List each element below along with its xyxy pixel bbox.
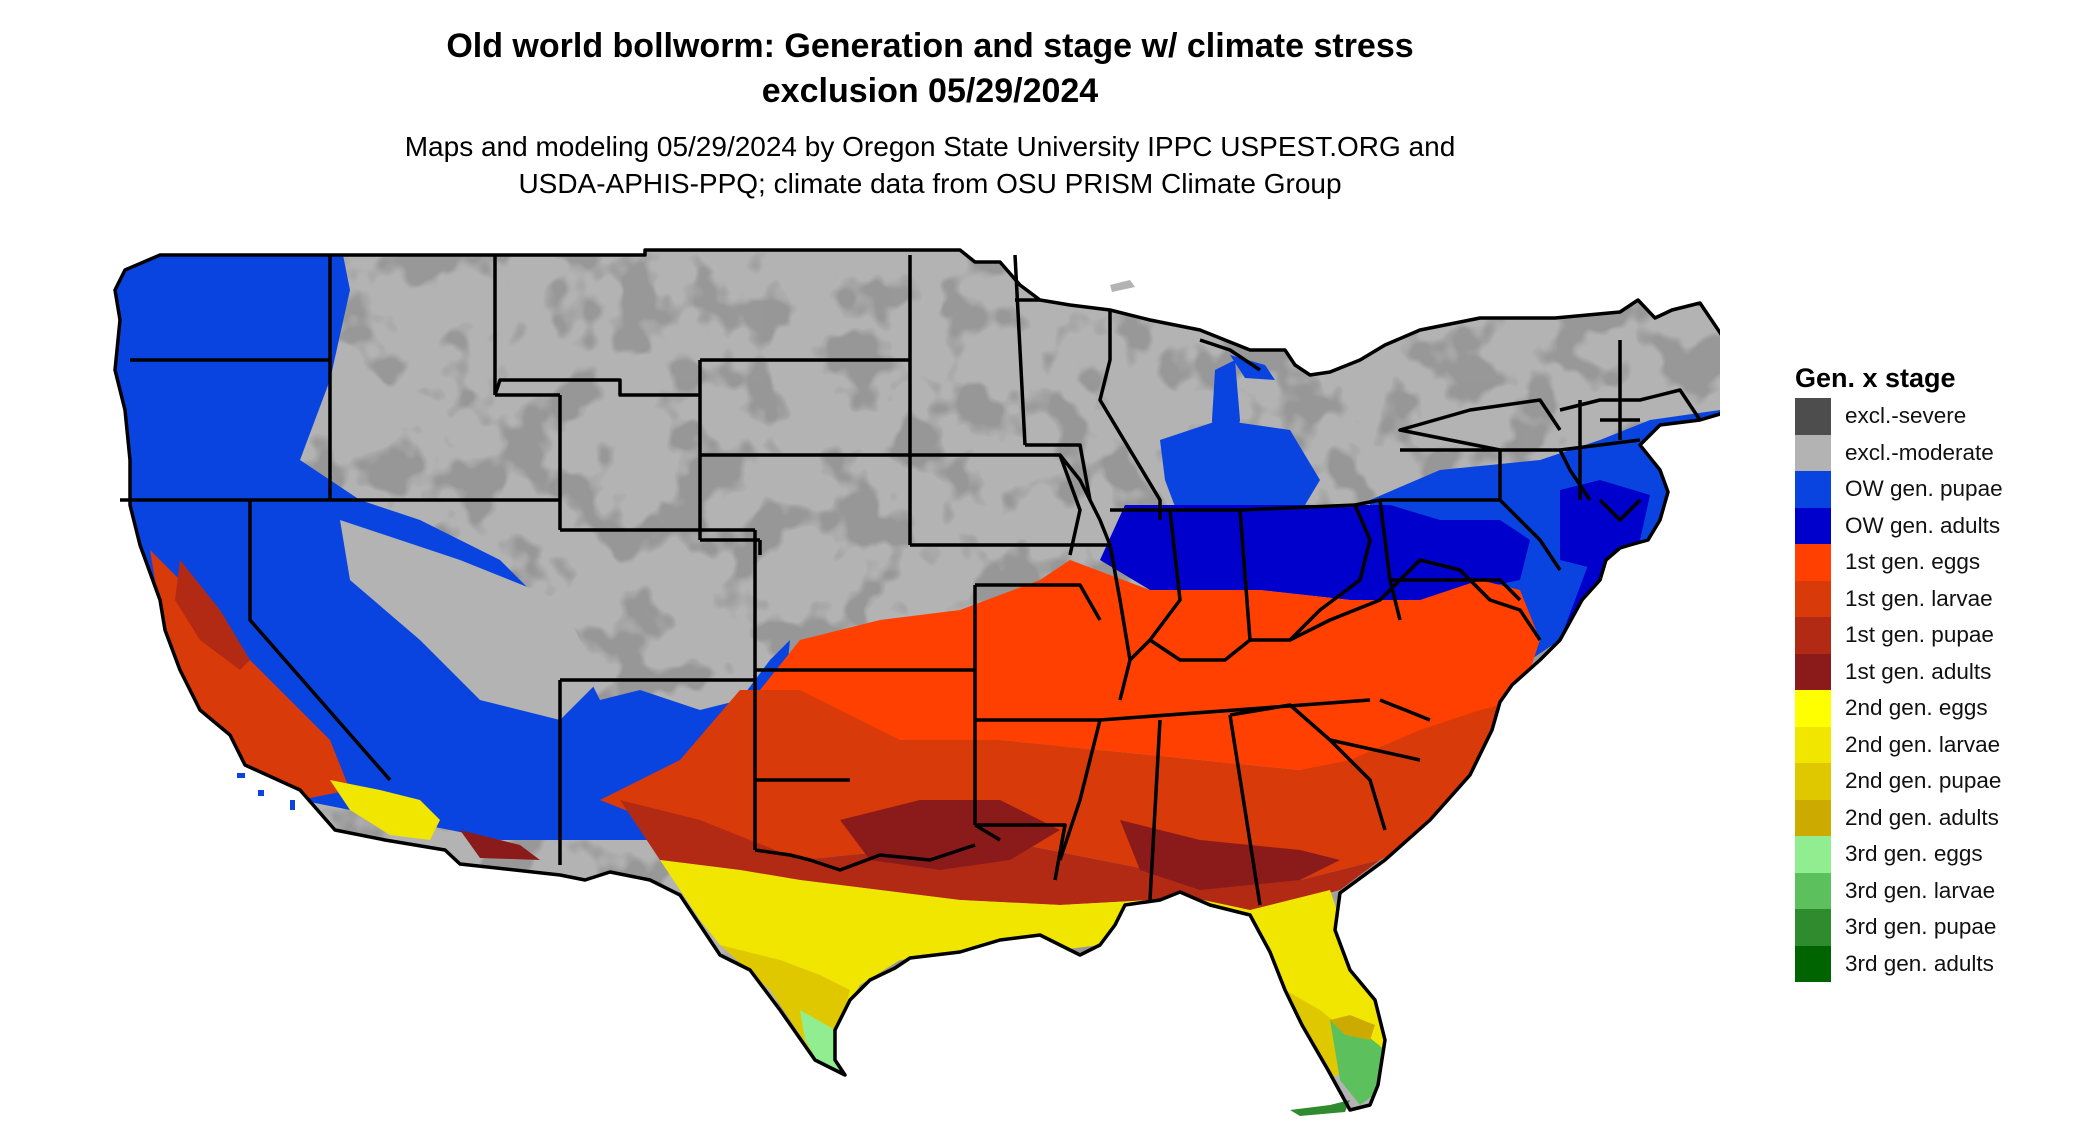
isle-royale bbox=[1110, 280, 1135, 292]
legend-item: 1st gen. pupae bbox=[1795, 617, 2085, 654]
channel-islands bbox=[237, 773, 295, 810]
state-boundaries bbox=[113, 248, 1762, 1112]
title-line-2: exclusion 05/29/2024 bbox=[761, 72, 1099, 110]
legend-label: OW gen. adults bbox=[1845, 512, 2001, 538]
legend-label: 2nd gen. eggs bbox=[1845, 695, 1988, 721]
subtitle-line-2: USDA-APHIS-PPQ; climate data from OSU PR… bbox=[518, 168, 1342, 199]
legend-swatch bbox=[1795, 580, 1831, 617]
legend-label: 1st gen. eggs bbox=[1845, 549, 1981, 575]
title-line-1: Old world bollworm: Generation and stage… bbox=[446, 27, 1414, 65]
legend-item: 1st gen. eggs bbox=[1795, 544, 2085, 581]
legend-item: 1st gen. larvae bbox=[1795, 580, 2085, 617]
legend-label: OW gen. pupae bbox=[1845, 476, 2003, 502]
legend-label: 3rd gen. adults bbox=[1845, 950, 1994, 976]
legend-item: 3rd gen. adults bbox=[1795, 945, 2085, 982]
legend-item: 2nd gen. larvae bbox=[1795, 726, 2085, 763]
legend-swatch bbox=[1795, 507, 1831, 544]
legend-label: 2nd gen. larvae bbox=[1845, 731, 2001, 757]
legend-swatch bbox=[1795, 909, 1831, 946]
map-subtitle: Maps and modeling 05/29/2024 by Oregon S… bbox=[0, 128, 1860, 202]
legend-swatch bbox=[1795, 471, 1831, 508]
legend-item: 3rd gen. larvae bbox=[1795, 872, 2085, 909]
legend-label: 2nd gen. pupae bbox=[1845, 768, 2002, 794]
legend-item: 3rd gen. pupae bbox=[1795, 909, 2085, 946]
legend-label: 2nd gen. adults bbox=[1845, 804, 1999, 830]
subtitle-line-1: Maps and modeling 05/29/2024 by Oregon S… bbox=[404, 131, 1456, 162]
map-fill-layer bbox=[115, 250, 1760, 1110]
legend-swatch bbox=[1795, 617, 1831, 654]
legend-label: 3rd gen. pupae bbox=[1845, 914, 1997, 940]
legend-swatch bbox=[1795, 872, 1831, 909]
legend-item: 2nd gen. adults bbox=[1795, 799, 2085, 836]
legend-items: excl.-severe excl.-moderate OW gen. pupae O… bbox=[1795, 398, 2085, 982]
legend-swatch bbox=[1795, 799, 1831, 836]
legend-item: excl.-moderate bbox=[1795, 434, 2085, 471]
legend-label: 3rd gen. eggs bbox=[1845, 841, 1983, 867]
legend-swatch bbox=[1795, 763, 1831, 800]
legend-swatch bbox=[1795, 726, 1831, 763]
legend-label: 1st gen. larvae bbox=[1845, 585, 1993, 611]
legend-swatch bbox=[1795, 690, 1831, 727]
legend-label: 1st gen. pupae bbox=[1845, 622, 1994, 648]
legend-swatch bbox=[1795, 544, 1831, 581]
us-map-svg bbox=[113, 248, 1762, 1116]
lake-shore-patches bbox=[1212, 355, 1275, 480]
legend-label: excl.-severe bbox=[1845, 403, 1967, 429]
legend-label: 3rd gen. larvae bbox=[1845, 877, 1996, 903]
map-title: Old world bollworm: Generation and stage… bbox=[0, 24, 1860, 114]
legend-swatch bbox=[1795, 945, 1831, 982]
legend-label: 1st gen. adults bbox=[1845, 658, 1992, 684]
legend-swatch bbox=[1795, 398, 1831, 435]
legend-item: 2nd gen. eggs bbox=[1795, 690, 2085, 727]
legend-swatch bbox=[1795, 836, 1831, 873]
legend-item: 3rd gen. eggs bbox=[1795, 836, 2085, 873]
legend-swatch bbox=[1795, 434, 1831, 471]
legend-label: excl.-moderate bbox=[1845, 439, 1994, 465]
legend: Gen. x stage excl.-severe excl.-moderate O… bbox=[1795, 358, 2085, 982]
legend-item: 2nd gen. pupae bbox=[1795, 763, 2085, 800]
legend-swatch bbox=[1795, 653, 1831, 690]
legend-item: 1st gen. adults bbox=[1795, 653, 2085, 690]
us-map bbox=[100, 225, 1762, 1125]
florida-keys bbox=[1290, 1100, 1350, 1116]
legend-item: OW gen. pupae bbox=[1795, 471, 2085, 508]
legend-item: OW gen. adults bbox=[1795, 507, 2085, 544]
legend-title: Gen. x stage bbox=[1795, 363, 1956, 393]
legend-item: excl.-severe bbox=[1795, 398, 2085, 435]
